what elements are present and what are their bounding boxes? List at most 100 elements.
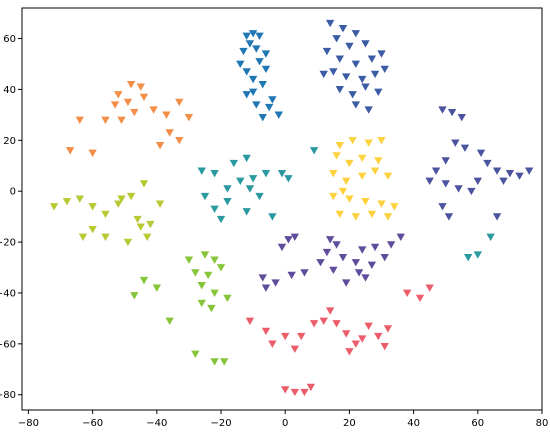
y-tick-label: −40 (0, 288, 16, 299)
point-s4-2 (210, 256, 219, 264)
y-axis: −80 −60 −40 −20 0 20 40 60 (0, 34, 22, 401)
point-s1-11 (329, 68, 338, 76)
point-s9-16 (351, 340, 361, 348)
point-s6-1 (348, 136, 357, 145)
point-s9-12 (374, 332, 383, 341)
point-s0-17 (258, 114, 267, 122)
point-s9-22 (415, 294, 425, 303)
point-s8-6 (338, 253, 348, 262)
point-s7-3 (451, 139, 460, 147)
point-s8-21 (258, 274, 267, 282)
point-s8-7 (358, 246, 367, 254)
point-s0-1 (248, 30, 258, 38)
point-s8-8 (370, 243, 380, 252)
point-s0-18 (248, 88, 258, 96)
point-s2-14 (101, 116, 110, 124)
point-s2-17 (88, 149, 97, 158)
point-s3-11 (123, 238, 133, 247)
point-s6-10 (358, 172, 367, 180)
point-s1-4 (345, 42, 354, 51)
point-s5-0 (197, 167, 206, 175)
point-s4-15 (191, 350, 200, 359)
point-s9-24 (309, 320, 319, 328)
point-s5-18 (486, 233, 495, 241)
y-tick-label: 40 (3, 85, 16, 96)
point-s8-12 (367, 261, 377, 269)
point-s6-16 (377, 200, 386, 208)
point-s0-19 (261, 50, 271, 58)
point-s3-9 (136, 223, 145, 231)
point-s7-2 (457, 114, 466, 122)
x-tick-label: 0 (282, 418, 288, 429)
point-s2-18 (117, 116, 126, 124)
point-s3-15 (133, 215, 142, 224)
point-s4-17 (220, 358, 229, 366)
point-s0-6 (236, 60, 245, 68)
point-s4-10 (207, 304, 216, 313)
point-s6-0 (335, 142, 344, 150)
point-s6-18 (335, 210, 344, 219)
point-s9-7 (325, 307, 335, 315)
point-s3-6 (126, 192, 136, 201)
point-s2-6 (130, 108, 139, 117)
point-s7-4 (460, 144, 470, 152)
point-s5-3 (242, 154, 251, 163)
point-s6-21 (383, 213, 393, 221)
point-s2-15 (75, 116, 84, 124)
point-s7-11 (476, 149, 486, 158)
point-s1-15 (335, 86, 344, 94)
point-s4-14 (165, 317, 174, 325)
point-s1-10 (377, 50, 386, 58)
point-s5-11 (216, 215, 226, 224)
point-s3-4 (101, 210, 110, 219)
point-s7-15 (515, 172, 524, 180)
point-s8-9 (386, 241, 396, 249)
point-s5-2 (229, 159, 239, 168)
point-s8-23 (351, 259, 361, 267)
point-s1-16 (348, 91, 357, 99)
point-s2-12 (175, 136, 184, 145)
point-s8-15 (329, 266, 338, 275)
point-s6-5 (345, 159, 354, 168)
point-s7-6 (431, 167, 441, 175)
point-s0-15 (274, 111, 283, 119)
point-s5-21 (309, 147, 319, 155)
point-s0-4 (239, 47, 248, 56)
point-s3-5 (114, 200, 123, 208)
point-s6-4 (332, 152, 341, 160)
point-s3-13 (88, 225, 97, 234)
point-s8-3 (325, 236, 335, 244)
point-s1-2 (351, 30, 361, 38)
point-s9-6 (319, 317, 328, 325)
point-s4-8 (223, 294, 232, 303)
point-s6-11 (370, 167, 380, 175)
point-s5-8 (277, 170, 287, 178)
x-tick-label: 80 (536, 418, 549, 429)
point-s9-2 (268, 340, 277, 348)
point-s8-20 (261, 284, 271, 292)
point-s2-5 (110, 101, 120, 109)
point-s5-7 (261, 170, 271, 178)
point-s3-0 (49, 203, 59, 211)
x-tick-label: −80 (18, 418, 39, 429)
point-s7-0 (438, 106, 447, 114)
point-s8-19 (271, 279, 280, 287)
point-s7-12 (483, 159, 492, 168)
point-s4-5 (216, 264, 226, 272)
point-s8-11 (380, 253, 389, 262)
point-s7-16 (524, 167, 534, 175)
x-tick-label: 40 (407, 418, 420, 429)
point-s9-23 (425, 284, 434, 292)
point-s4-6 (197, 281, 206, 290)
point-s1-12 (341, 73, 351, 81)
point-s6-17 (390, 203, 399, 211)
point-s1-19 (351, 101, 361, 109)
point-s8-10 (396, 233, 405, 241)
point-s0-2 (255, 32, 264, 40)
point-s8-22 (361, 274, 370, 282)
point-s7-21 (499, 177, 508, 186)
point-s7-18 (438, 203, 447, 211)
plot-frame (21, 7, 543, 411)
point-s9-3 (281, 332, 290, 341)
